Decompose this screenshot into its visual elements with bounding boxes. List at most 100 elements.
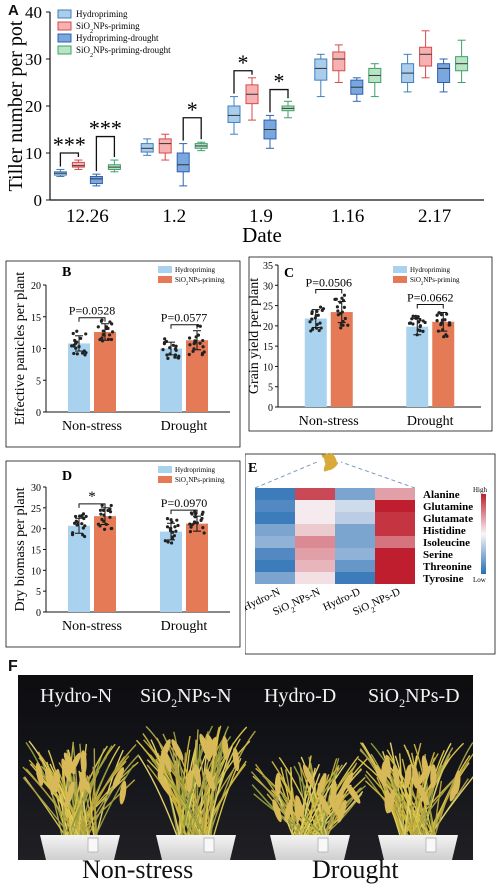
a-legend-swatch	[57, 9, 72, 19]
data-point	[168, 526, 172, 531]
significance-bracket	[170, 509, 198, 515]
rice-panicle	[294, 796, 301, 821]
data-point	[173, 525, 177, 529]
data-point	[75, 340, 79, 344]
data-point	[440, 318, 445, 322]
data-point	[108, 507, 112, 511]
data-point	[101, 333, 105, 337]
data-point	[71, 331, 75, 336]
rice-panicle	[222, 735, 229, 760]
y-tick-label: 10	[31, 345, 41, 356]
heatmap-cell	[295, 512, 335, 524]
a-significance-label: ***	[89, 116, 122, 141]
data-point	[318, 321, 322, 325]
photo-label-hydro-n: Hydro-N	[40, 685, 113, 707]
e-frame	[245, 453, 496, 655]
heatmap-row-label: Glutamine	[423, 501, 473, 513]
data-point	[334, 297, 338, 301]
data-point	[74, 519, 78, 523]
heatmap-row-label: Histidine	[423, 525, 466, 537]
rice-leaf	[201, 760, 247, 841]
rice-leaf	[185, 739, 224, 841]
pot-label-tag	[317, 837, 329, 853]
heatmap-cell	[255, 512, 295, 524]
significance-bracket	[416, 303, 444, 309]
a-box	[419, 46, 433, 67]
rice-panicle	[404, 764, 412, 789]
data-point	[201, 526, 205, 530]
rice-panicle	[346, 783, 361, 804]
y-tick-label: 5	[36, 587, 41, 598]
data-point	[75, 523, 79, 527]
data-point	[188, 343, 192, 347]
data-point	[421, 329, 425, 334]
legend-label: Hydropriming	[410, 266, 451, 274]
data-point	[109, 503, 113, 508]
data-point	[102, 527, 107, 531]
significance-label: P=0.0528	[69, 304, 115, 318]
bar	[186, 340, 208, 412]
y-tick-label: 20	[31, 281, 41, 292]
rice-panicle	[68, 752, 81, 775]
rice-panicle	[186, 769, 193, 794]
significance-bracket	[315, 289, 343, 294]
significance-bracket	[170, 324, 198, 329]
a-x-tick-label: 2.17	[418, 206, 451, 227]
heatmap-cell	[255, 500, 295, 512]
rice-leaf	[93, 764, 135, 841]
data-point	[173, 353, 178, 357]
data-point	[315, 322, 319, 327]
pot-label-tag	[203, 837, 215, 853]
data-point	[108, 333, 112, 337]
x-tick-label: Non-stress	[299, 414, 359, 429]
y-tick-label: 5	[36, 376, 41, 387]
data-point	[165, 353, 169, 357]
data-point	[199, 518, 203, 522]
rice-leaf	[197, 742, 235, 841]
data-point	[194, 512, 198, 516]
y-tick-label: 25	[31, 504, 41, 515]
footer-non-stress: Non-stress	[82, 855, 194, 884]
data-point	[188, 522, 192, 526]
y-tick-label: 0	[36, 608, 41, 619]
data-point	[189, 511, 194, 515]
heatmap-cell	[255, 572, 295, 584]
rice-leaf	[188, 726, 248, 841]
heatmap-cell	[335, 548, 375, 560]
data-point	[415, 333, 419, 337]
data-point	[82, 516, 86, 521]
data-point	[315, 309, 319, 313]
heatmap-cell	[335, 500, 375, 512]
photo-label-sio2-n: SiO2NPs-N	[140, 685, 232, 710]
data-point	[166, 540, 170, 544]
legend-swatch	[393, 276, 407, 283]
bar	[406, 326, 429, 407]
data-point	[109, 337, 114, 342]
y-tick-label: 20	[31, 525, 41, 536]
y-tick-label: 10	[263, 362, 273, 373]
heatmap-cell	[255, 536, 295, 548]
data-point	[336, 313, 340, 317]
data-point	[447, 321, 452, 325]
data-point	[200, 351, 205, 355]
plant-pot	[156, 835, 236, 860]
rice-panicle	[284, 798, 293, 822]
data-point	[201, 510, 205, 514]
data-point	[201, 338, 205, 343]
rice-panicle	[417, 783, 429, 806]
y-axis-label: Grain yield per plant	[247, 278, 262, 394]
a-y-tick-label: 10	[25, 144, 42, 163]
bar	[186, 523, 208, 612]
data-point	[414, 316, 418, 320]
data-point	[163, 539, 167, 543]
photo-label-sio2-d: SiO2NPs-D	[368, 685, 460, 710]
data-point	[161, 348, 165, 352]
heatmap-row-label: Tyrosine	[423, 573, 464, 585]
data-point	[411, 314, 415, 318]
data-point	[100, 503, 104, 507]
data-point	[166, 356, 170, 360]
rice-grain-icon	[321, 452, 338, 472]
rice-plant	[357, 742, 473, 860]
data-point	[108, 515, 112, 519]
